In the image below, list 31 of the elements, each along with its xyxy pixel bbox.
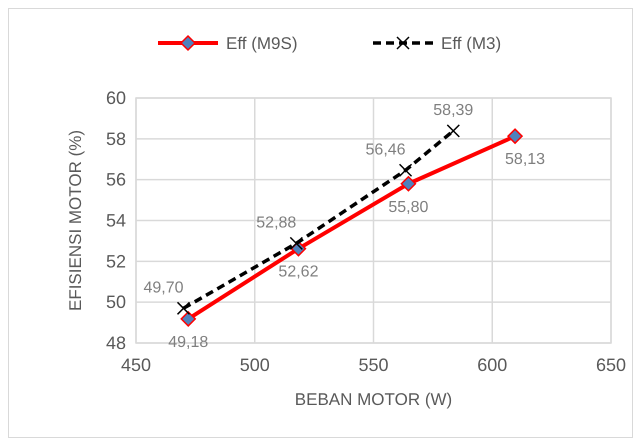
x-tick-label: 500 [240, 355, 270, 375]
y-axis-title: EFISIENSI MOTOR (%) [66, 130, 85, 312]
point [290, 236, 304, 250]
y-tick-label: 54 [106, 210, 126, 230]
data-label: 49,18 [168, 334, 208, 351]
legend-label: Eff (M3) [441, 34, 502, 53]
y-tick-label: 58 [106, 128, 126, 149]
y-tick-label: 60 [106, 88, 126, 108]
y-tick-label: 52 [106, 251, 126, 272]
legend-label: Eff (M9S) [226, 34, 298, 53]
x-tick-label: 450 [120, 355, 152, 375]
point [398, 164, 412, 178]
point [400, 176, 416, 192]
y-tick-label: 48 [106, 333, 126, 353]
data-label: 58,13 [505, 151, 546, 168]
point [176, 302, 190, 316]
data-label: 55,80 [388, 198, 429, 216]
data-label: 52,62 [278, 264, 319, 281]
point [507, 128, 523, 144]
x-tick-label: 550 [358, 355, 389, 375]
data-label: 52,88 [256, 214, 296, 232]
data-label: 58,39 [433, 102, 474, 119]
y-tick-label: 50 [106, 292, 126, 312]
x-axis-title: BEBAN MOTOR (W) [294, 390, 452, 409]
data-label: 56,46 [366, 141, 406, 158]
data-label: 49,70 [143, 279, 184, 296]
y-tick-label: 56 [106, 170, 126, 190]
x-tick-label: 650 [596, 355, 626, 375]
point [180, 311, 196, 327]
point [446, 124, 460, 138]
x-tick-label: 600 [477, 355, 508, 375]
